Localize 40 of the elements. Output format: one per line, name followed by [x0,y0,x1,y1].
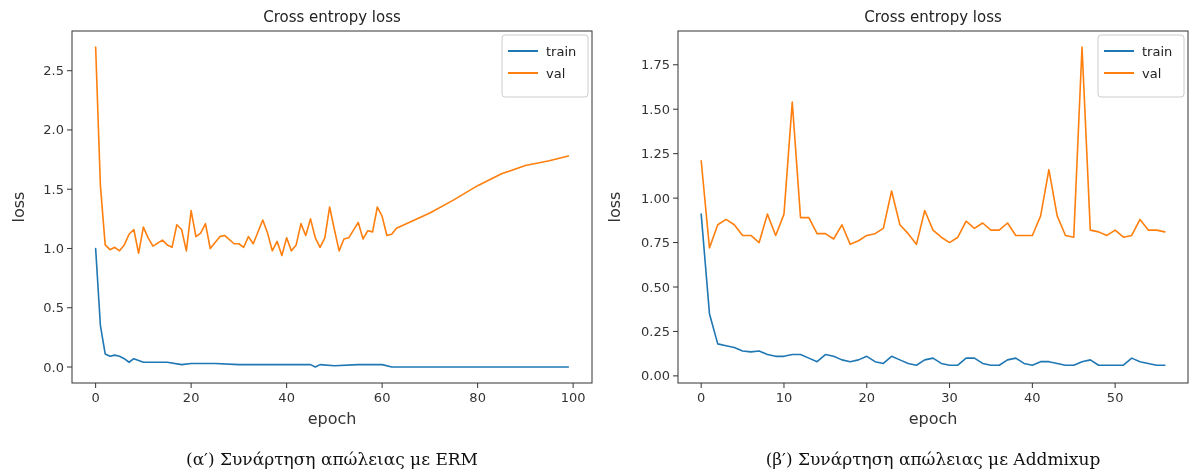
x-tick-label: 80 [469,390,486,405]
text: (β′) Συνάρτηση απώλειας με Addmixup [765,449,1101,469]
y-tick-label: 1.5 [43,181,64,197]
x-tick-label: 20 [858,390,876,405]
x-tick-label: 10 [775,390,793,405]
legend-label: val [1142,66,1162,81]
x-tick-label: 0 [91,390,100,405]
x-axis-title: epoch [908,409,958,428]
y-tick-label: 0.5 [43,300,64,316]
y-tick-label: 1.75 [641,57,670,73]
y-tick-label: 0.50 [641,279,670,295]
x-tick-label: 30 [941,390,958,405]
y-tick-label: 2.0 [43,122,64,138]
x-tick-label: 50 [1106,390,1124,405]
x-tick-label: 40 [278,390,295,405]
x-tick-label: 60 [373,390,391,405]
y-tick-label: 0.25 [641,323,670,339]
legend-label: train [546,44,577,59]
x-tick-label: 40 [1024,390,1041,405]
y-tick-label: 1.50 [641,101,670,117]
y-tick-label: 2.5 [43,63,64,79]
y-tick-label: 1.0 [43,240,64,256]
text: (α′) Συνάρτηση απώλειας με ERM [186,449,478,469]
x-axis-title: epoch [307,409,357,428]
y-tick-label: 1.25 [641,146,670,162]
y-tick-label: 1.00 [641,190,670,206]
chart-title: Cross entropy loss [263,8,402,26]
legend-label: val [546,66,566,81]
x-tick-label: 100 [560,390,586,405]
chart-title: Cross entropy loss [864,8,1003,26]
y-axis-title: loss [605,191,624,223]
line-series [700,213,1166,367]
line-series [94,247,570,368]
y-tick-label: 0.75 [641,235,670,251]
x-tick-label: 0 [697,390,706,405]
y-axis-title: loss [9,191,28,223]
y-tick-label: 0.0 [43,359,64,375]
legend-label: train [1142,44,1173,59]
y-tick-label: 0.00 [641,368,670,384]
x-tick-label: 20 [182,390,200,405]
